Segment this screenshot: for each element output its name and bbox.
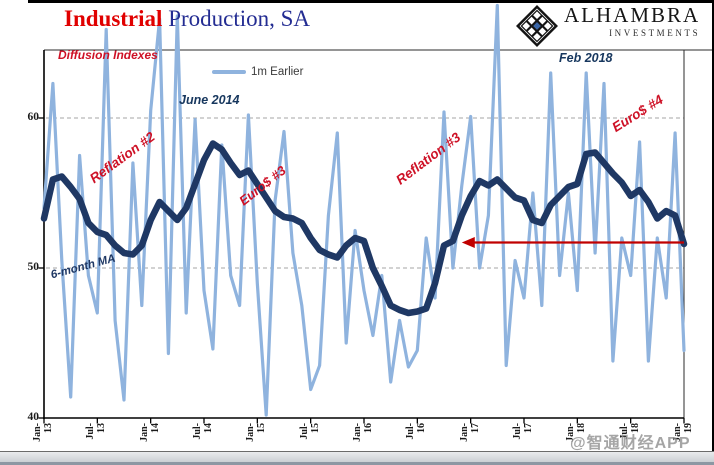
gridlines bbox=[46, 117, 684, 269]
title-word-production-sa: Production, SA bbox=[162, 6, 311, 31]
logo-name: ALHAMBRA bbox=[564, 3, 701, 27]
legend: 1m Earlier bbox=[212, 66, 303, 78]
x-axis-label-Jan-13: Jan- 13 bbox=[32, 423, 54, 442]
watermark: @智通财经APP bbox=[570, 435, 691, 452]
bottom-strip-edge bbox=[0, 462, 714, 465]
bottom-strip bbox=[0, 451, 714, 465]
diffusion-indexes-label: Diffusion Indexes bbox=[58, 48, 158, 62]
x-axis-label-Jul-13: Jul- 13 bbox=[85, 423, 108, 440]
top-border bbox=[28, 0, 714, 3]
series-lines bbox=[40, 3, 688, 417]
right-border bbox=[712, 0, 714, 453]
alhambra-diamond-icon bbox=[516, 5, 558, 47]
alhambra-logo: ALHAMBRA INVESTMENTS bbox=[516, 3, 700, 49]
y-axis-label-40: 40 bbox=[27, 411, 40, 423]
red-arrow bbox=[461, 237, 684, 248]
feb-2018-annotation: Feb 2018 bbox=[559, 51, 613, 65]
legend-1m-label: 1m Earlier bbox=[251, 66, 304, 78]
x-axis-label-Jan-15: Jan- 15 bbox=[245, 423, 268, 442]
x-axis-label-Jul-15: Jul- 15 bbox=[298, 423, 321, 440]
x-axis-label-Jan-17: Jan- 17 bbox=[458, 423, 481, 442]
arrow-head bbox=[461, 237, 475, 248]
page-title: Industrial Production, SA bbox=[64, 6, 310, 32]
x-axis-label-Jul-14: Jul- 14 bbox=[192, 423, 214, 440]
logo-text: ALHAMBRA INVESTMENTS bbox=[564, 3, 700, 38]
x-axis-label-Jul-16: Jul- 16 bbox=[405, 423, 428, 440]
series-line-6-month-ma bbox=[40, 140, 688, 317]
plot-frame bbox=[38, 49, 712, 424]
series-line-1m-earlier bbox=[42, 3, 686, 417]
logo-subtitle: INVESTMENTS bbox=[609, 28, 701, 38]
y-axis-label-50: 50 bbox=[27, 261, 40, 273]
x-axis-label-Jul-17: Jul- 17 bbox=[512, 423, 534, 440]
june-2014-annotation: June 2014 bbox=[179, 93, 240, 107]
title-word-industrial: Industrial bbox=[64, 6, 163, 31]
y-axis-label-60: 60 bbox=[27, 111, 40, 123]
legend-1m-swatch bbox=[212, 69, 246, 75]
x-axis-label-Jan-16: Jan- 16 bbox=[352, 423, 374, 442]
x-axis-label-Jan-14: Jan- 14 bbox=[138, 423, 161, 442]
